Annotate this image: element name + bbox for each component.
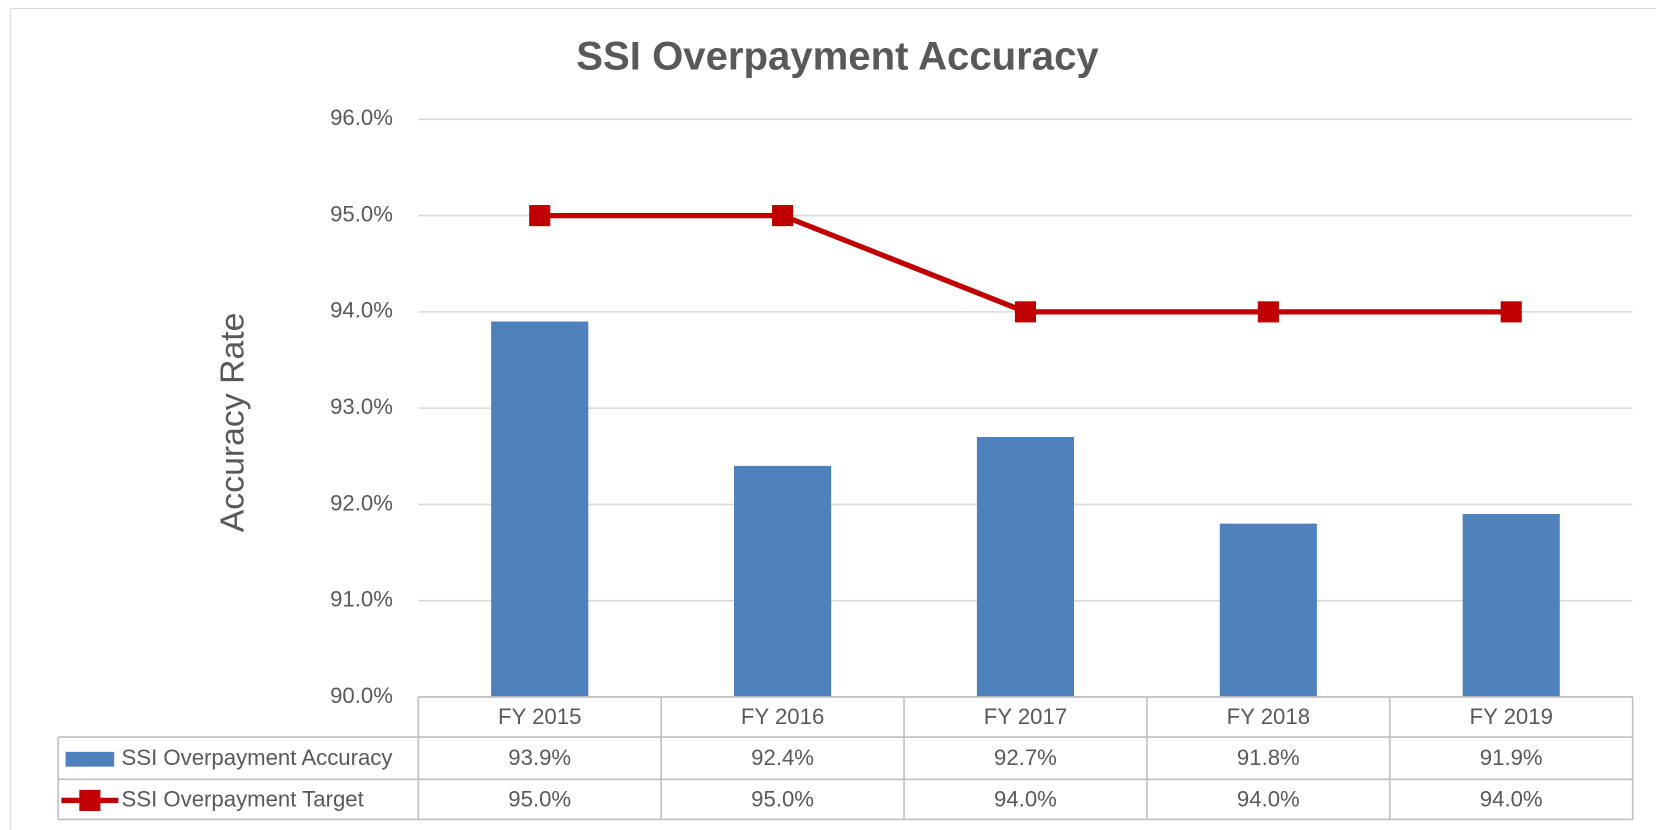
y-tick-label: 90.0% [330,683,393,708]
marker [1500,301,1522,323]
chart-title: SSI Overpayment Accuracy [576,34,1099,79]
x-tick-label: FY 2015 [498,704,581,729]
x-tick-label: FY 2016 [741,704,824,729]
bar [976,437,1075,697]
table-value: 95.0% [508,786,571,811]
y-tick-label: 96.0% [330,105,393,130]
table-value: 94.0% [1480,786,1543,811]
table-value: 94.0% [994,786,1057,811]
table-value: 92.4% [751,745,814,770]
marker [772,205,794,227]
y-tick-label: 91.0% [330,587,393,612]
legend-symbol [65,751,115,767]
bar [734,465,832,697]
y-tick-label: 93.0% [330,394,393,419]
x-tick-label: FY 2017 [984,704,1067,729]
y-tick-label: 94.0% [330,298,393,323]
marker [1014,301,1037,323]
line [539,212,1512,315]
bar [491,321,589,697]
table-value: 92.7% [994,745,1057,770]
y-axis-label: Accuracy Rate [213,313,251,533]
table-value: 91.9% [1480,745,1543,770]
chart-frame [10,7,1656,830]
marker [529,205,551,227]
legend-label: SSI Overpayment Accuracy [122,745,394,770]
y-tick-label: 95.0% [330,201,393,226]
table-value: 94.0% [1237,786,1300,811]
table-value: 95.0% [751,786,814,811]
legend-symbol [79,789,101,811]
legend-label: SSI Overpayment Target [122,786,364,811]
x-tick-label: FY 2018 [1227,704,1310,729]
marker [1257,301,1279,323]
bar [1462,514,1560,697]
bar [1219,523,1317,697]
table-value: 91.8% [1237,745,1300,770]
y-tick-label: 92.0% [330,490,393,515]
table-value: 93.9% [508,745,571,770]
x-tick-label: FY 2019 [1470,704,1553,729]
